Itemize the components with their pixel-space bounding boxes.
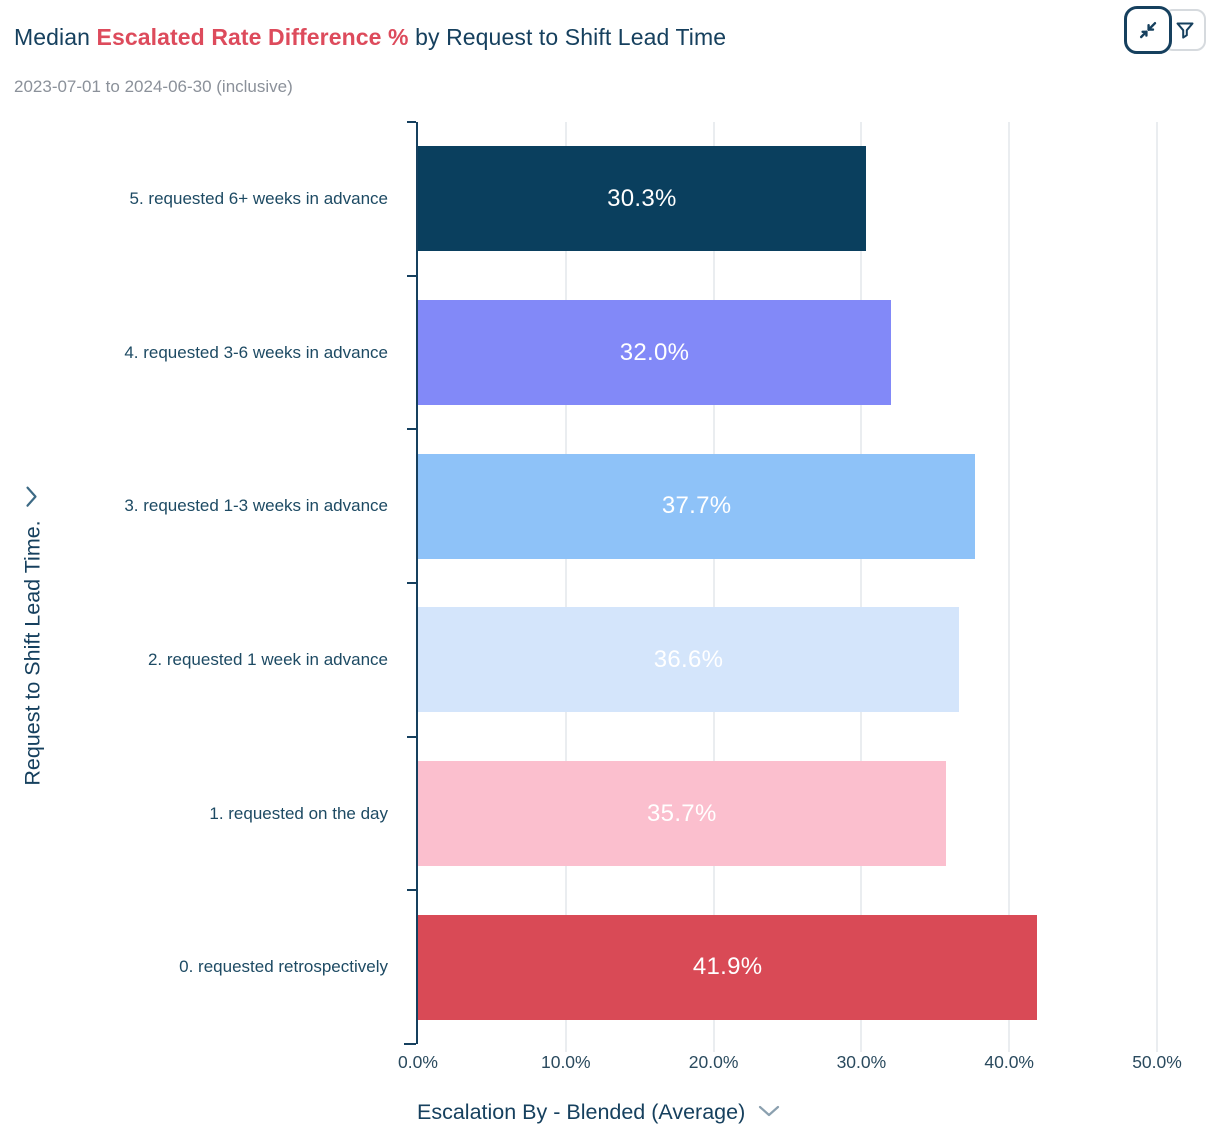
y-axis-title-dropdown[interactable]: Request to Shift Lead Time.: [21, 484, 46, 786]
bar-track: 37.7%: [418, 453, 1157, 559]
bar-value-label: 37.7%: [661, 492, 732, 520]
bar-value-label: 32.0%: [619, 338, 690, 366]
bar[interactable]: 37.7%: [418, 453, 976, 559]
bar-track: 32.0%: [418, 300, 1157, 405]
bar-track: 41.9%: [418, 914, 1157, 1020]
gridline: [564, 122, 567, 1052]
bar-row: 2. requested 1 week in advance 36.6%: [0, 583, 1157, 737]
bar-track: 35.7%: [418, 761, 1157, 867]
bar-row: 1. requested on the day 35.7%: [0, 737, 1157, 891]
category-label: 1. requested on the day: [209, 803, 388, 823]
bar[interactable]: 30.3%: [418, 146, 866, 252]
collapse-button[interactable]: [1124, 6, 1172, 54]
bar-row: 3. requested 1-3 weeks in advance 37.7%: [0, 429, 1157, 583]
chevron-right-icon: [21, 484, 46, 508]
bar[interactable]: 32.0%: [418, 300, 891, 405]
category-label: 2. requested 1 week in advance: [147, 649, 388, 669]
bar[interactable]: 36.6%: [418, 607, 959, 713]
chart-toolbar: [1124, 6, 1206, 54]
bar[interactable]: 41.9%: [418, 914, 1038, 1020]
funnel-icon: [1174, 19, 1196, 41]
category-label: 4. requested 3-6 weeks in advance: [124, 342, 388, 362]
x-axis-title-label: Escalation By - Blended (Average): [417, 1100, 746, 1124]
title-metric-highlight: Escalated Rate Difference %: [96, 24, 409, 50]
gridline: [1008, 122, 1011, 1052]
bar-track: 30.3%: [418, 146, 1157, 252]
bar-row: 4. requested 3-6 weeks in advance 32.0%: [0, 276, 1157, 430]
x-tick-label: 0.0%: [398, 1052, 438, 1072]
gridline: [1156, 122, 1158, 1052]
x-tick-label: 10.0%: [540, 1052, 591, 1072]
bar[interactable]: 35.7%: [418, 761, 946, 867]
page-title: Median Escalated Rate Difference % by Re…: [14, 24, 726, 51]
y-axis-line: [416, 122, 418, 1044]
bar-rows: 5. requested 6+ weeks in advance 30.3% 4. …: [0, 122, 1157, 1044]
category-label: 3. requested 1-3 weeks in advance: [124, 496, 388, 516]
gridline: [712, 122, 715, 1052]
bar-row: 5. requested 6+ weeks in advance 30.3%: [0, 122, 1157, 276]
collapse-arrows-icon: [1137, 19, 1159, 41]
bar-value-label: 41.9%: [692, 953, 763, 981]
x-tick-label: 50.0%: [1132, 1052, 1182, 1072]
gridlines: [418, 122, 1158, 1052]
x-tick-label: 30.0%: [836, 1052, 887, 1072]
x-axis-title-dropdown[interactable]: Escalation By - Blended (Average): [417, 1100, 781, 1125]
x-tick-label: 20.0%: [688, 1052, 739, 1072]
bar-row: 0. requested retrospectively 41.9%: [0, 890, 1157, 1044]
bar-value-label: 35.7%: [647, 799, 717, 827]
x-tick-labels: 0.0% 10.0% 20.0% 30.0% 40.0% 50.0%: [398, 1052, 1182, 1074]
category-label: 5. requested 6+ weeks in advance: [129, 188, 388, 208]
chevron-down-icon: [757, 1100, 781, 1125]
title-suffix: by Request to Shift Lead Time: [408, 24, 727, 50]
title-prefix: Median: [14, 24, 97, 50]
bar-value-label: 36.6%: [653, 645, 724, 673]
gridline: [860, 122, 863, 1052]
category-label: 0. requested retrospectively: [179, 957, 388, 977]
x-tick-label: 40.0%: [984, 1052, 1034, 1072]
bar-value-label: 30.3%: [607, 184, 677, 212]
date-range-subtitle: 2023-07-01 to 2024-06-30 (inclusive): [14, 77, 293, 96]
bar-track: 36.6%: [418, 607, 1157, 713]
